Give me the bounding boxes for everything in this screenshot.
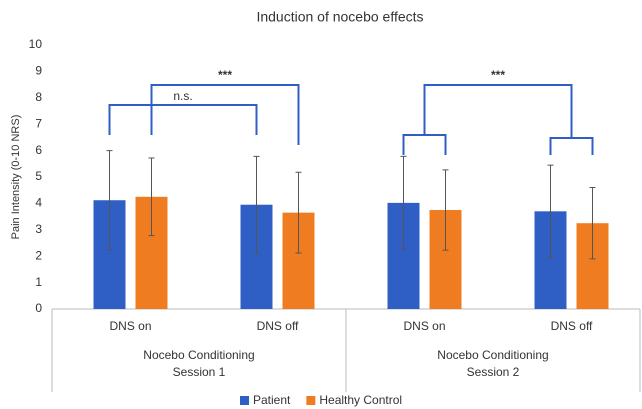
group-label: Session 2 bbox=[467, 365, 520, 379]
annotation: *** bbox=[491, 68, 505, 82]
error-bar bbox=[148, 157, 155, 237]
y-tick-label: 6 bbox=[35, 143, 42, 157]
chart-title: Induction of nocebo effects bbox=[256, 9, 423, 25]
error-bar bbox=[295, 171, 302, 254]
x-tick-label: DNS on bbox=[109, 319, 151, 333]
bracket bbox=[150, 84, 300, 145]
bracket bbox=[402, 84, 594, 155]
y-tick-label: 3 bbox=[35, 222, 42, 236]
error-bar bbox=[253, 155, 260, 254]
x-tick-label: DNS off bbox=[551, 319, 593, 333]
x-tick-label: DNS on bbox=[403, 319, 445, 333]
y-tick-label: 0 bbox=[35, 301, 42, 315]
error-bar bbox=[547, 164, 554, 259]
error-bar bbox=[106, 150, 113, 251]
group-label: Session 1 bbox=[173, 365, 226, 379]
annotation: n.s. bbox=[173, 89, 192, 103]
error-bar bbox=[442, 169, 449, 251]
group-label: Nocebo Conditioning bbox=[437, 348, 548, 362]
error-bar bbox=[400, 155, 407, 250]
y-axis-label: Pain Intensity (0-10 NRS) bbox=[10, 115, 22, 240]
y-tick-label: 5 bbox=[35, 169, 42, 183]
legend-label: Healthy Control bbox=[319, 393, 402, 407]
y-tick-label: 8 bbox=[35, 90, 42, 104]
group-label: Nocebo Conditioning bbox=[143, 348, 254, 362]
y-tick-label: 9 bbox=[35, 64, 42, 78]
x-tick-label: DNS off bbox=[257, 319, 299, 333]
error-bar bbox=[589, 187, 596, 260]
annotation: *** bbox=[218, 68, 232, 82]
y-tick-label: 2 bbox=[35, 248, 42, 262]
y-tick-label: 4 bbox=[35, 196, 42, 210]
y-tick-label: 7 bbox=[35, 116, 42, 130]
legend-label: Patient bbox=[253, 393, 291, 407]
legend-swatch bbox=[240, 396, 249, 405]
bracket bbox=[108, 104, 258, 135]
y-tick-label: 10 bbox=[29, 37, 43, 51]
legend-swatch bbox=[306, 396, 316, 405]
y-tick-label: 1 bbox=[35, 275, 42, 289]
